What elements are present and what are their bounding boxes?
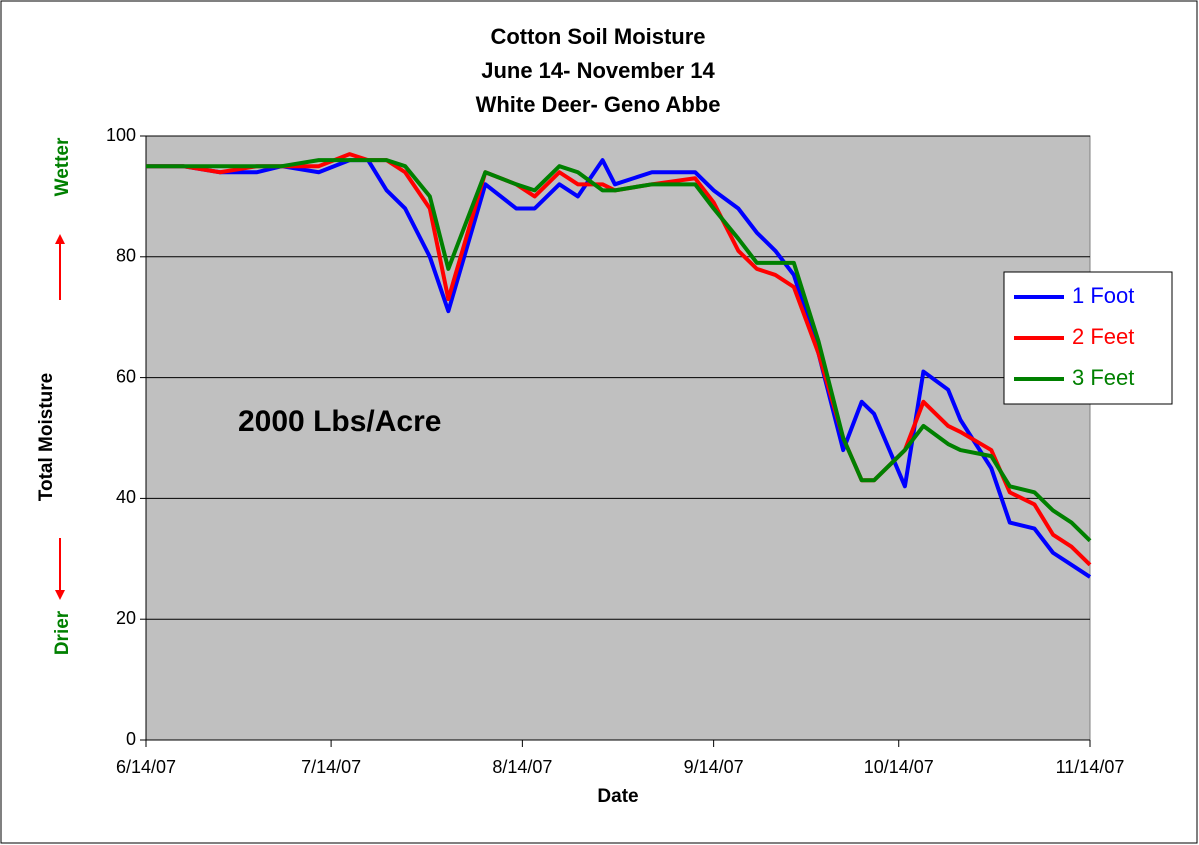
series-line (146, 158, 1092, 543)
series-line (146, 152, 1092, 567)
y-tick-label: 40 (116, 487, 136, 507)
y-tick-label: 60 (116, 366, 136, 386)
y-tick-label: 20 (116, 608, 136, 628)
y-tick-label: 100 (106, 125, 136, 145)
chart-title: June 14- November 14 (481, 58, 715, 83)
annotation: 2000 Lbs/Acre (238, 405, 441, 438)
y-axis-label: Total Moisture (36, 373, 57, 501)
x-axis-label: Date (597, 786, 638, 807)
chart-title: White Deer- Geno Abbe (476, 92, 721, 117)
x-tick-label: 7/14/07 (301, 757, 361, 777)
plot-area (145, 135, 1091, 741)
x-tick-label: 10/14/07 (864, 757, 934, 777)
down-arrow (55, 538, 65, 600)
x-tick-label: 9/14/07 (684, 757, 744, 777)
legend-label: 1 Foot (1072, 283, 1134, 308)
legend-label: 2 Feet (1072, 324, 1134, 349)
up-arrow (55, 234, 65, 300)
y-tick-label: 0 (126, 729, 136, 749)
x-tick-label: 11/14/07 (1056, 757, 1125, 777)
legend-label: 3 Feet (1072, 365, 1134, 390)
chart-title: Cotton Soil Moisture (490, 24, 705, 49)
x-tick-label: 8/14/07 (492, 757, 552, 777)
wetter-label: Wetter (52, 137, 73, 196)
x-tick-label: 6/14/07 (116, 757, 176, 777)
drier-label: Drier (52, 610, 73, 655)
y-tick-label: 80 (116, 246, 136, 266)
